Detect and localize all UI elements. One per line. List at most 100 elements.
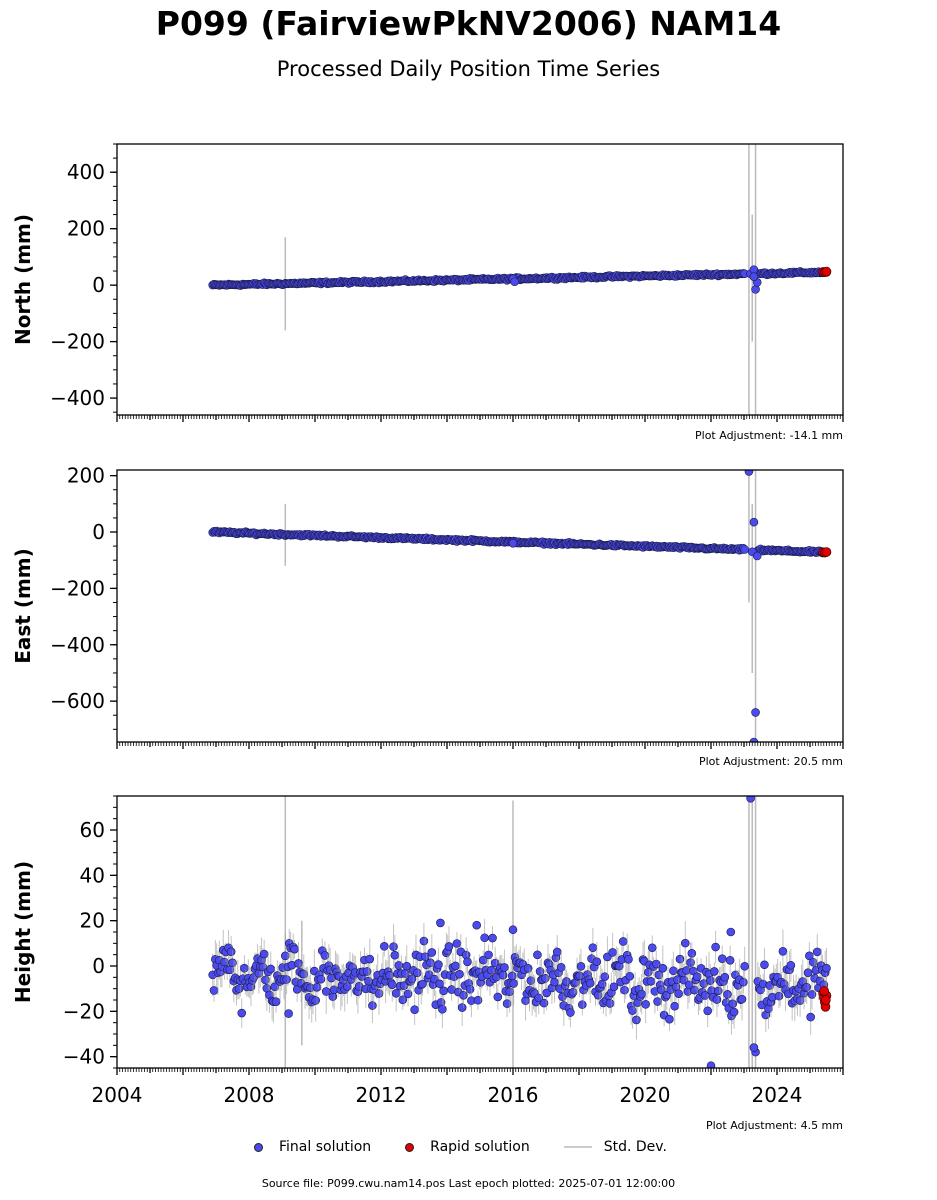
height-point-341 bbox=[658, 963, 668, 973]
height-point-62 bbox=[290, 944, 299, 954]
height-point-246 bbox=[533, 950, 542, 960]
north-ylabel: North (mm) bbox=[11, 214, 35, 345]
height-point-252 bbox=[541, 973, 550, 983]
height-point-48 bbox=[271, 997, 281, 1006]
height-point-321 bbox=[632, 1015, 641, 1025]
height-plot-adjustment: Plot Adjustment: 4.5 mm bbox=[705, 1119, 843, 1132]
height-point-380 bbox=[709, 967, 719, 976]
height-point-346 bbox=[665, 1014, 674, 1024]
height-xtick-label-1: 2008 bbox=[224, 1083, 275, 1107]
height-point-119 bbox=[365, 954, 375, 964]
east-outlier-6 bbox=[752, 551, 762, 561]
height-point-155 bbox=[412, 968, 422, 978]
east-outlier-3 bbox=[751, 708, 760, 717]
height-point-187 bbox=[455, 969, 464, 979]
height-point-261 bbox=[552, 947, 562, 957]
height-point-311 bbox=[618, 937, 628, 946]
height-point-190 bbox=[459, 991, 468, 1000]
height-point-209 bbox=[484, 950, 493, 960]
east-ytick-label-1: −400 bbox=[50, 633, 105, 657]
height-point-401 bbox=[737, 994, 747, 1004]
height-point-221 bbox=[500, 963, 509, 972]
height-outlier-5 bbox=[284, 1009, 293, 1018]
height-point-291 bbox=[592, 957, 602, 966]
height-outlier-0 bbox=[746, 796, 755, 803]
east-axes-frame bbox=[116, 469, 844, 743]
height-point-363 bbox=[687, 948, 697, 958]
height-point-201 bbox=[473, 995, 483, 1005]
height-point-280 bbox=[577, 1000, 587, 1009]
height-point-315 bbox=[624, 954, 633, 964]
height-point-175 bbox=[439, 986, 449, 996]
height-point-429 bbox=[786, 960, 796, 970]
height-point-279 bbox=[576, 962, 586, 971]
height-xtick-label-3: 2016 bbox=[488, 1083, 539, 1107]
height-point-420 bbox=[774, 991, 784, 1001]
height-point-271 bbox=[566, 1008, 575, 1017]
height-point-403 bbox=[740, 961, 749, 971]
height-point-153 bbox=[410, 1005, 419, 1014]
height-point-159 bbox=[418, 979, 427, 989]
legend-stddev: Std. Dev. bbox=[563, 1139, 667, 1155]
height-point-216 bbox=[493, 992, 503, 1002]
height-point-264 bbox=[556, 963, 566, 972]
height-point-304 bbox=[609, 982, 619, 992]
height-point-297 bbox=[600, 972, 610, 982]
height-point-79 bbox=[312, 982, 322, 992]
height-point-286 bbox=[585, 978, 595, 988]
height-point-303 bbox=[608, 948, 617, 957]
height-point-248 bbox=[535, 967, 545, 976]
height-point-239 bbox=[523, 963, 533, 973]
height-point-375 bbox=[703, 1006, 713, 1016]
final-marker-icon bbox=[254, 1142, 263, 1152]
height-ytick-label-5: 60 bbox=[80, 818, 105, 842]
height-point-206 bbox=[480, 933, 489, 943]
height-point-172 bbox=[435, 979, 445, 989]
height-xtick-label-4: 2020 bbox=[620, 1083, 671, 1107]
height-point-328 bbox=[641, 1000, 650, 1009]
rapid-marker-icon bbox=[405, 1142, 415, 1152]
height-point-20 bbox=[234, 984, 244, 994]
height-point-442 bbox=[803, 968, 813, 977]
height-point-402 bbox=[739, 977, 748, 987]
height-point-139 bbox=[391, 988, 401, 998]
height-outlier-8 bbox=[726, 927, 736, 937]
height-point-195 bbox=[465, 984, 475, 994]
height-point-312 bbox=[620, 985, 629, 995]
height-point-394 bbox=[728, 999, 738, 1009]
height-point-22 bbox=[237, 1008, 247, 1018]
height-point-362 bbox=[686, 958, 695, 967]
height-point-160 bbox=[419, 936, 429, 946]
north-plot-adjustment: Plot Adjustment: -14.1 mm bbox=[695, 429, 843, 442]
east-plot-adjustment: Plot Adjustment: 20.5 mm bbox=[698, 755, 843, 768]
height-point-56 bbox=[282, 975, 291, 984]
height-point-220 bbox=[498, 970, 508, 980]
east-rapid-2 bbox=[821, 547, 832, 557]
east-ytick-label-4: 200 bbox=[67, 464, 105, 488]
legend-rapid: Rapid solution bbox=[405, 1139, 530, 1155]
north-rapid-2 bbox=[821, 266, 832, 277]
height-point-138 bbox=[390, 950, 400, 960]
height-point-44 bbox=[266, 964, 276, 974]
height-xtick-label-2: 2012 bbox=[356, 1083, 407, 1107]
height-point-354 bbox=[675, 954, 685, 964]
height-point-445 bbox=[807, 990, 817, 999]
height-outlier-2 bbox=[749, 1043, 759, 1052]
height-point-15 bbox=[228, 958, 237, 968]
height-point-409 bbox=[760, 960, 769, 970]
height-point-381 bbox=[711, 942, 720, 952]
height-point-301 bbox=[605, 999, 615, 1008]
height-point-316 bbox=[625, 971, 635, 981]
north-outlier-4 bbox=[751, 285, 760, 294]
page-subtitle: Processed Daily Position Time Series bbox=[276, 57, 661, 81]
height-point-78 bbox=[311, 996, 320, 1005]
height-point-353 bbox=[674, 989, 683, 998]
height-ytick-label-4: 40 bbox=[80, 863, 105, 887]
height-point-395 bbox=[729, 1007, 739, 1017]
height-point-383 bbox=[713, 986, 723, 996]
east-ytick-label-0: −600 bbox=[50, 689, 105, 713]
height-point-367 bbox=[692, 972, 702, 981]
height-point-1 bbox=[209, 986, 219, 995]
height-point-174 bbox=[438, 1004, 447, 1014]
height-point-146 bbox=[401, 969, 410, 978]
